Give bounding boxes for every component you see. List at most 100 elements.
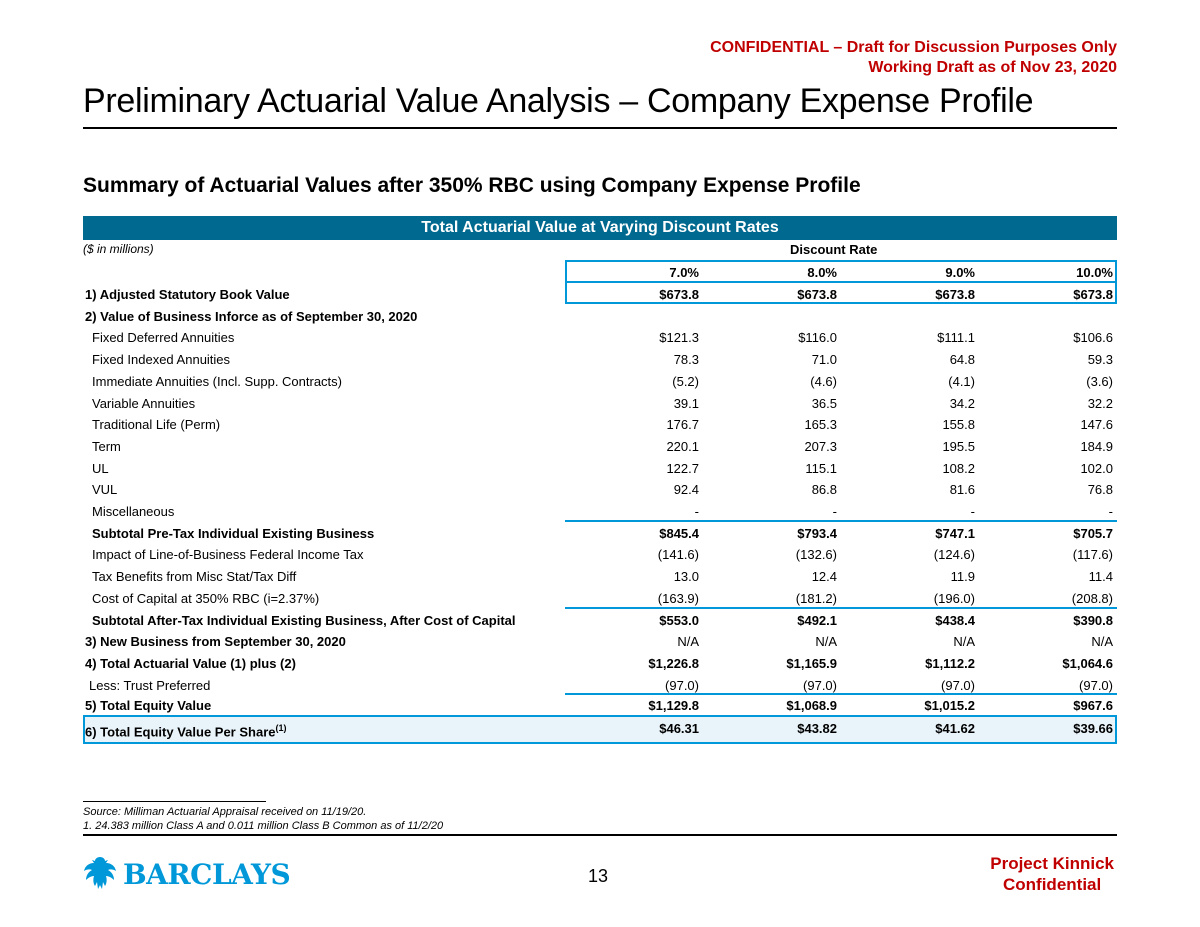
cell-value: 102.0 (1080, 460, 1113, 476)
cell-value: $41.62 (935, 721, 975, 736)
cell-value: (117.6) (1072, 547, 1113, 563)
cell-value: (3.6) (1086, 373, 1113, 389)
cell-value: $673.8 (1073, 287, 1113, 302)
source-note: Source: Milliman Actuarial Appraisal rec… (83, 806, 367, 818)
cell-value: (124.6) (933, 547, 975, 563)
cell-value: $673.8 (659, 287, 699, 302)
cell-value: (141.6) (657, 547, 699, 563)
row-label: Tax Benefits from Misc Stat/Tax Diff (92, 569, 297, 585)
table-banner: Total Actuarial Value at Varying Discoun… (83, 216, 1117, 240)
row-label: Subtotal Pre-Tax Individual Existing Bus… (92, 525, 375, 541)
cell-value: 76.8 (1087, 482, 1113, 498)
cell-value: $116.0 (798, 330, 837, 346)
cell-value: (97.0) (665, 677, 699, 693)
cell-value: 71.0 (811, 352, 837, 368)
cell-value: 220.1 (666, 438, 699, 454)
cell-value: $1,165.9 (786, 655, 837, 671)
confidential-line-2: Working Draft as of Nov 23, 2020 (868, 59, 1117, 76)
project-name: Project Kinnick (990, 854, 1114, 873)
cell-value: N/A (677, 634, 699, 650)
total-underline (565, 693, 1117, 695)
discount-rate-header: Discount Rate (790, 242, 878, 257)
table-row: Fixed Indexed Annuities 78.3 71.0 64.8 5… (83, 349, 1117, 371)
table-row: Immediate Annuities (Incl. Supp. Contrac… (83, 371, 1117, 393)
cell-value: 34.2 (949, 395, 975, 411)
cell-value: 92.4 (673, 482, 699, 498)
cell-value: - (694, 504, 699, 519)
table-row: Subtotal Pre-Tax Individual Existing Bus… (83, 523, 1117, 545)
rate-header-divider (567, 281, 1115, 283)
column-header: 9.0% (945, 265, 975, 280)
cell-value: 81.6 (949, 482, 975, 498)
page-title: Preliminary Actuarial Value Analysis – C… (83, 82, 1034, 120)
row-label: VUL (92, 482, 118, 498)
cell-value: $1,129.8 (648, 698, 699, 714)
cell-value: N/A (1091, 634, 1113, 650)
cell-value: N/A (953, 634, 975, 650)
table-row: Fixed Deferred Annuities $121.3 $116.0 $… (83, 327, 1117, 349)
table-row: UL 122.7 115.1 108.2 102.0 (83, 458, 1117, 480)
row-label: 2) Value of Business Inforce as of Septe… (85, 308, 418, 324)
row-label: Fixed Deferred Annuities (92, 330, 235, 346)
table-row: Miscellaneous - - - - (83, 501, 1117, 523)
row-label: Term (92, 438, 121, 454)
cell-value: 147.6 (1080, 417, 1113, 433)
table-row: Less: Trust Preferred (97.0) (97.0) (97.… (83, 675, 1117, 697)
cell-value: $673.8 (797, 287, 837, 302)
cell-value: $747.1 (935, 525, 975, 541)
table-row: Term 220.1 207.3 195.5 184.9 (83, 436, 1117, 458)
cell-value: $390.8 (1073, 612, 1113, 628)
column-header-row: 7.0% 8.0% 9.0% 10.0% (83, 262, 1117, 284)
cell-value: 115.1 (805, 460, 837, 476)
table-row: Traditional Life (Perm) 176.7 165.3 155.… (83, 414, 1117, 436)
cell-value: (4.1) (948, 373, 975, 389)
footer-divider (83, 834, 1117, 836)
cell-value: 11.9 (950, 569, 975, 585)
per-share-row: 6) Total Equity Value Per Share(1) $46.3… (83, 719, 1117, 741)
table-row: Impact of Line-of-Business Federal Incom… (83, 544, 1117, 566)
cell-value: $438.4 (935, 612, 975, 628)
column-header: 7.0% (669, 265, 699, 280)
cell-value: (97.0) (941, 677, 975, 693)
cell-value: 32.2 (1087, 395, 1113, 411)
row-label: 4) Total Actuarial Value (1) plus (2) (85, 655, 296, 671)
cell-value: 165.3 (804, 417, 837, 433)
cell-value: $39.66 (1073, 721, 1113, 736)
cell-value: - (970, 504, 975, 519)
cell-value: 36.5 (811, 395, 837, 411)
cell-value: 64.8 (949, 352, 975, 368)
cell-value: $492.1 (797, 612, 837, 628)
table-row: 5) Total Equity Value $1,129.8 $1,068.9 … (83, 695, 1117, 717)
project-confidential: Confidential (1003, 875, 1102, 894)
cell-value: $553.0 (659, 612, 699, 628)
cell-value: $1,064.6 (1062, 655, 1113, 671)
cell-value: 11.4 (1088, 569, 1113, 585)
footnote-1: 1. 24.383 million Class A and 0.011 mill… (83, 820, 444, 832)
row-label: 5) Total Equity Value (85, 698, 212, 714)
row-label: Impact of Line-of-Business Federal Incom… (92, 547, 364, 563)
cell-value: (4.6) (810, 373, 837, 389)
subtotal-underline (565, 607, 1117, 609)
table-row: Cost of Capital at 350% RBC (i=2.37%) (1… (83, 588, 1117, 610)
cell-value: $845.4 (659, 525, 699, 541)
section-subtitle: Summary of Actuarial Values after 350% R… (83, 174, 861, 197)
table-row: Variable Annuities 39.1 36.5 34.2 32.2 (83, 393, 1117, 415)
row-label: Variable Annuities (92, 395, 196, 411)
cell-value: $43.82 (797, 721, 837, 736)
cell-value: 155.8 (942, 417, 975, 433)
cell-value: 59.3 (1087, 352, 1113, 368)
cell-value: N/A (815, 634, 837, 650)
cell-value: $1,112.2 (925, 655, 975, 671)
cell-value: $1,015.2 (924, 698, 975, 714)
row-label: UL (92, 460, 109, 476)
row-label: Less: Trust Preferred (89, 677, 211, 693)
column-header: 8.0% (807, 265, 837, 280)
cell-value: - (1108, 504, 1113, 519)
barclays-logo: BARCLAYS (83, 855, 291, 893)
row-label: Miscellaneous (92, 504, 175, 519)
rate-header-box (565, 260, 1117, 304)
per-share-label: 6) Total Equity Value Per Share (85, 724, 276, 740)
cell-value: 39.1 (673, 395, 699, 411)
cell-value: 207.3 (804, 438, 837, 454)
cell-value: (5.2) (672, 373, 699, 389)
